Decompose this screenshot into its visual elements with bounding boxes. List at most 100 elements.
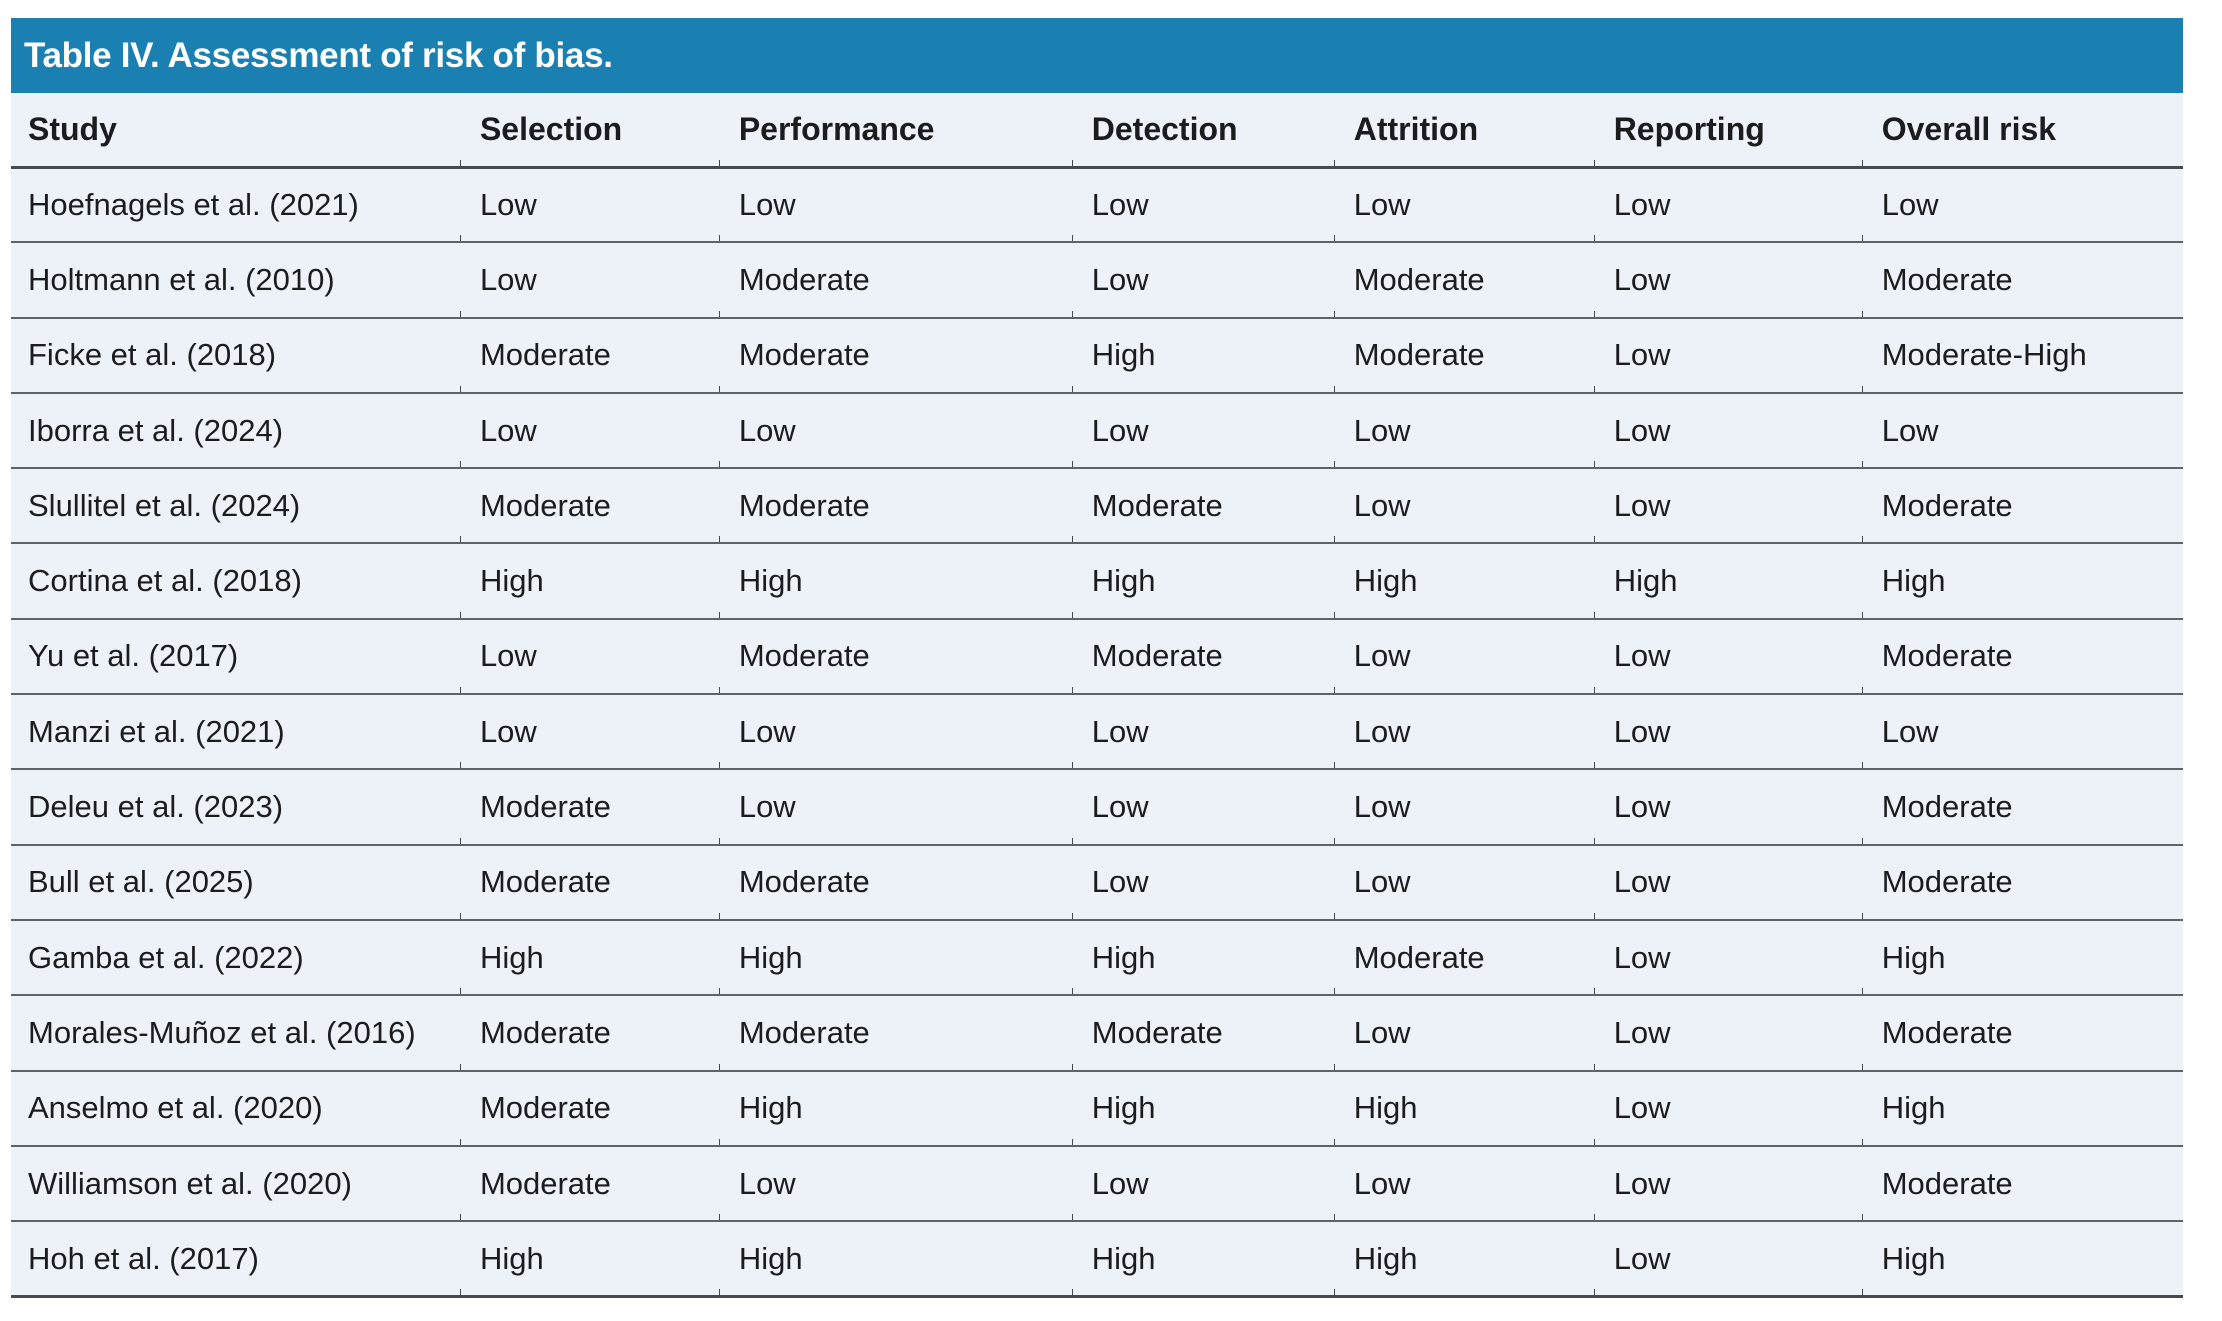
cell-performance: Low (718, 694, 1072, 771)
table-row: Slullitel et al. (2024) Moderate Moderat… (11, 468, 2183, 545)
table-row: Deleu et al. (2023) Moderate Low Low Low… (11, 769, 2183, 846)
column-header-study: Study (11, 93, 460, 169)
cell-performance: Moderate (718, 317, 1072, 394)
cell-attrition: High (1333, 1221, 1594, 1298)
cell-performance: Moderate (718, 995, 1072, 1072)
cell-attrition: Low (1333, 1145, 1594, 1223)
cell-overall-risk: Moderate (1861, 769, 2183, 846)
cell-detection: High (1071, 1221, 1334, 1298)
cell-performance: Moderate (718, 242, 1072, 319)
cell-study: Morales-Muñoz et al. (2016) (11, 995, 460, 1072)
cell-detection: Low (1071, 242, 1334, 319)
cell-attrition: Moderate (1333, 242, 1594, 319)
cell-overall-risk: Moderate (1861, 995, 2183, 1072)
cell-selection: High (459, 543, 719, 620)
cell-selection: Moderate (459, 844, 719, 921)
cell-selection: Moderate (459, 317, 719, 394)
cell-detection: Low (1071, 1145, 1334, 1223)
cell-reporting: Low (1593, 769, 1862, 846)
cell-detection: Moderate (1071, 468, 1334, 545)
table-row: Anselmo et al. (2020) Moderate High High… (11, 1070, 2183, 1147)
cell-selection: Low (459, 694, 719, 771)
cell-performance: Low (718, 1145, 1072, 1223)
cell-selection: Low (459, 618, 719, 696)
cell-performance: High (718, 1070, 1072, 1147)
cell-selection: Moderate (459, 1070, 719, 1147)
cell-detection: Low (1071, 694, 1334, 771)
cell-overall-risk: High (1861, 1070, 2183, 1147)
cell-attrition: High (1333, 543, 1594, 620)
column-header-detection: Detection (1071, 93, 1334, 169)
cell-study: Slullitel et al. (2024) (11, 468, 460, 545)
cell-selection: Low (459, 242, 719, 319)
cell-study: Yu et al. (2017) (11, 618, 460, 696)
cell-reporting: Low (1593, 317, 1862, 394)
cell-study: Bull et al. (2025) (11, 844, 460, 921)
cell-selection: Moderate (459, 995, 719, 1072)
cell-study: Iborra et al. (2024) (11, 392, 460, 470)
cell-reporting: Low (1593, 618, 1862, 696)
cell-detection: Low (1071, 769, 1334, 846)
column-header-performance: Performance (718, 93, 1072, 169)
risk-of-bias-table-container: Table IV. Assessment of risk of bias. St… (11, 18, 2183, 1298)
cell-detection: Low (1071, 844, 1334, 921)
risk-of-bias-table: Study Selection Performance Detection At… (11, 93, 2183, 1298)
cell-attrition: Moderate (1333, 919, 1594, 997)
cell-performance: Low (718, 769, 1072, 846)
cell-detection: Low (1071, 167, 1334, 244)
column-header-attrition: Attrition (1333, 93, 1594, 169)
cell-attrition: Low (1333, 392, 1594, 470)
cell-performance: Moderate (718, 468, 1072, 545)
cell-detection: High (1071, 543, 1334, 620)
cell-attrition: Low (1333, 995, 1594, 1072)
cell-overall-risk: High (1861, 919, 2183, 997)
cell-performance: Moderate (718, 618, 1072, 696)
cell-study: Hoefnagels et al. (2021) (11, 167, 460, 244)
table-row: Hoefnagels et al. (2021) Low Low Low Low… (11, 167, 2183, 244)
cell-overall-risk: Low (1861, 694, 2183, 771)
cell-attrition: Low (1333, 769, 1594, 846)
cell-overall-risk: Moderate-High (1861, 317, 2183, 394)
cell-study: Williamson et al. (2020) (11, 1145, 460, 1223)
cell-attrition: Low (1333, 167, 1594, 244)
cell-study: Cortina et al. (2018) (11, 543, 460, 620)
cell-study: Deleu et al. (2023) (11, 769, 460, 846)
cell-detection: High (1071, 919, 1334, 997)
cell-selection: Low (459, 392, 719, 470)
cell-detection: High (1071, 1070, 1334, 1147)
cell-reporting: Low (1593, 995, 1862, 1072)
cell-reporting: Low (1593, 1221, 1862, 1298)
cell-performance: Low (718, 392, 1072, 470)
cell-attrition: Moderate (1333, 317, 1594, 394)
cell-reporting: Low (1593, 167, 1862, 244)
table-body: Hoefnagels et al. (2021) Low Low Low Low… (11, 167, 2183, 1298)
table-row: Williamson et al. (2020) Moderate Low Lo… (11, 1145, 2183, 1223)
cell-selection: Moderate (459, 769, 719, 846)
table-row: Cortina et al. (2018) High High High Hig… (11, 543, 2183, 620)
table-row: Morales-Muñoz et al. (2016) Moderate Mod… (11, 995, 2183, 1072)
cell-selection: Moderate (459, 468, 719, 545)
column-header-selection: Selection (459, 93, 719, 169)
table-title: Table IV. Assessment of risk of bias. (24, 35, 613, 75)
cell-overall-risk: Moderate (1861, 242, 2183, 319)
table-row: Hoh et al. (2017) High High High High Lo… (11, 1221, 2183, 1298)
cell-overall-risk: Low (1861, 167, 2183, 244)
cell-detection: Moderate (1071, 618, 1334, 696)
table-row: Bull et al. (2025) Moderate Moderate Low… (11, 844, 2183, 921)
cell-study: Hoh et al. (2017) (11, 1221, 460, 1298)
cell-reporting: Low (1593, 392, 1862, 470)
cell-detection: Low (1071, 392, 1334, 470)
header-row: Study Selection Performance Detection At… (11, 93, 2183, 169)
column-header-reporting: Reporting (1593, 93, 1862, 169)
cell-overall-risk: Low (1861, 392, 2183, 470)
cell-attrition: High (1333, 1070, 1594, 1147)
cell-attrition: Low (1333, 694, 1594, 771)
cell-reporting: High (1593, 543, 1862, 620)
cell-attrition: Low (1333, 468, 1594, 545)
cell-study: Gamba et al. (2022) (11, 919, 460, 997)
cell-reporting: Low (1593, 1145, 1862, 1223)
cell-overall-risk: Moderate (1861, 1145, 2183, 1223)
table-row: Iborra et al. (2024) Low Low Low Low Low… (11, 392, 2183, 470)
cell-study: Holtmann et al. (2010) (11, 242, 460, 319)
